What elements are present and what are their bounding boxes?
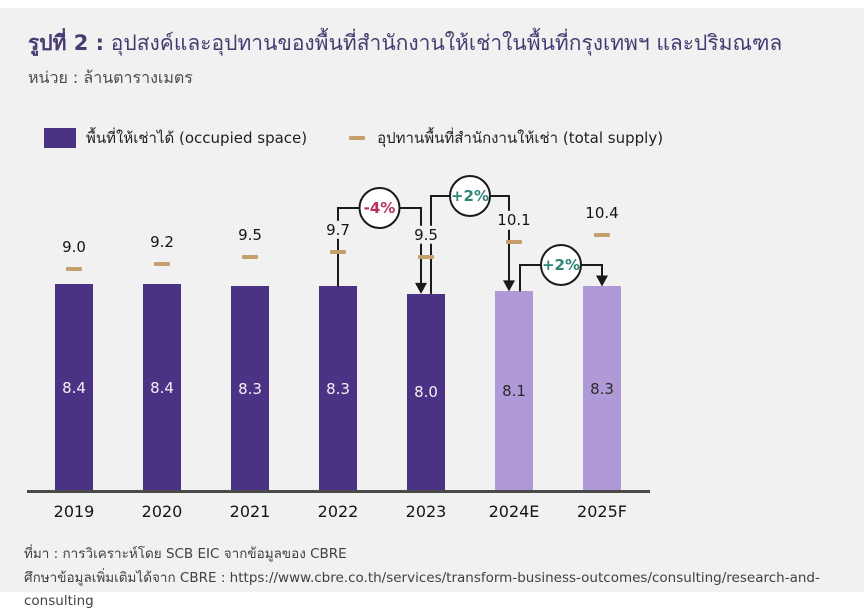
bar-2020	[143, 284, 181, 491]
supply-marker-2021	[242, 254, 258, 259]
x-axis-label-2023: 2023	[405, 502, 447, 521]
legend-supply-label: อุปทานพื้นที่สำนักงานให้เช่า (total supp…	[377, 129, 664, 147]
annotation-label-2023-2024E: +2%	[451, 187, 489, 205]
occupied-space-swatch-icon	[44, 128, 76, 148]
supply-marker-2023	[418, 254, 434, 259]
x-axis-label-2025F: 2025F	[577, 502, 627, 521]
annotation-circle-2024E-2025F	[540, 244, 582, 286]
x-axis-label-2020: 2020	[141, 502, 183, 521]
figure-canvas: รูปที่ 2 : อุปสงค์และอุปทานของพื้นที่สำน…	[0, 8, 864, 609]
unit-label: หน่วย : ล้านตารางเมตร	[28, 68, 193, 88]
more-info-prefix: ศึกษาข้อมูลเพิ่มเติมได้จาก CBRE :	[24, 569, 230, 586]
figure-title-text: อุปสงค์และอุปทานของพื้นที่สำนักงานให้เช่…	[110, 31, 783, 55]
figure-title: รูปที่ 2 : อุปสงค์และอุปทานของพื้นที่สำน…	[28, 30, 848, 56]
annotation-label-2024E-2025F: +2%	[542, 256, 580, 274]
supply-value-2022: 9.7	[323, 220, 353, 240]
bar-2023	[407, 293, 445, 491]
annotation-label-2022-2023: -4%	[364, 199, 396, 217]
x-axis-label-2022: 2022	[317, 502, 359, 521]
total-supply-dash-icon	[349, 136, 366, 140]
supply-value-2023: 9.5	[411, 225, 441, 245]
page-top-strip	[0, 0, 864, 8]
x-axis-label-2019: 2019	[53, 502, 95, 521]
bar-value-2020: 8.4	[150, 378, 174, 397]
annotation-circle-2022-2023	[358, 187, 401, 229]
bar-value-2023: 8.0	[414, 383, 438, 402]
supply-value-2020: 9.2	[147, 233, 177, 252]
bar-2025F	[583, 286, 621, 491]
figure-number: รูปที่ 2 :	[28, 31, 105, 55]
bar-chart: 8.4 2019 8.4 2020 8.3 2021 8.3 2022 8.0 2023 8.1 20…	[0, 168, 864, 538]
supply-marker-2022	[330, 249, 346, 254]
supply-value-2019: 9.0	[59, 237, 89, 257]
annotation-overlay: -4% +2% +2%	[337, 175, 608, 294]
bar-2021	[231, 286, 269, 491]
bar-value-2024E: 8.1	[502, 382, 526, 401]
supply-marker-2019	[66, 267, 82, 272]
supply-value-2024E: 10.1	[494, 210, 534, 230]
source-line: ที่มา : การวิเคราะห์โดย SCB EIC จากข้อมู…	[24, 546, 347, 562]
more-info-line: ศึกษาข้อมูลเพิ่มเติมได้จาก CBRE : https:…	[24, 567, 854, 614]
bar-value-2021: 8.3	[238, 379, 262, 398]
arrowhead-icon	[415, 282, 427, 294]
supply-marker-2025F	[594, 232, 610, 237]
x-axis-label-2024E: 2024E	[488, 502, 540, 521]
arrowhead-icon	[596, 275, 608, 287]
arrowhead-icon	[503, 280, 515, 292]
bar-value-2019: 8.4	[62, 378, 86, 397]
annotation-circle-2023-2024E	[449, 175, 491, 217]
bar-value-2025F: 8.3	[590, 379, 614, 398]
bar-2022	[319, 286, 357, 491]
chart-legend: พื้นที่ให้เช่าได้ (occupied space) อุปทา…	[44, 126, 663, 150]
bar-value-2022: 8.3	[326, 379, 350, 398]
bar-2024E	[495, 291, 533, 491]
bar-2019	[55, 284, 93, 491]
figure-header: รูปที่ 2 : อุปสงค์และอุปทานของพื้นที่สำน…	[28, 30, 848, 91]
supply-marker-2020	[154, 262, 170, 267]
supply-value-2025F: 10.4	[582, 203, 622, 222]
figure-footer: ที่มา : การวิเคราะห์โดย SCB EIC จากข้อมู…	[24, 543, 854, 614]
supply-value-2021: 9.5	[235, 225, 265, 245]
legend-occupied-label: พื้นที่ให้เช่าได้ (occupied space)	[86, 129, 308, 147]
supply-marker-2024E	[506, 240, 522, 245]
x-axis-label-2021: 2021	[229, 502, 271, 521]
x-axis-line	[27, 490, 650, 493]
